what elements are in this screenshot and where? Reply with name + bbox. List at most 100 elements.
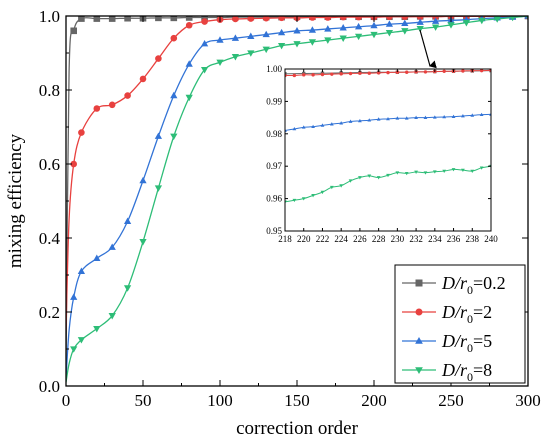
inset-data-point (339, 72, 343, 76)
inset-data-point (339, 121, 344, 125)
inset-data-point (423, 171, 428, 175)
data-point (385, 30, 394, 37)
data-point (247, 16, 255, 22)
data-point (70, 346, 78, 353)
inset-data-point (348, 71, 353, 76)
data-point (216, 36, 224, 43)
inset-x-tick-label: 224 (334, 234, 348, 244)
inset-frame (284, 68, 492, 232)
data-point (139, 75, 147, 83)
data-point (185, 60, 193, 67)
inset-plot-series (285, 69, 491, 204)
inset-x-tick-label: 232 (409, 234, 423, 244)
x-tick-label: 250 (438, 391, 464, 410)
zoom-pointer-arrow (419, 29, 437, 69)
data-point (354, 33, 363, 41)
data-point (324, 16, 332, 21)
inset-data-point (479, 69, 484, 73)
data-point (416, 18, 424, 25)
inset-data-point (367, 118, 372, 122)
inset-x-tick-label: 222 (316, 234, 330, 244)
data-point (447, 22, 455, 29)
y-tick-label: 1.0 (39, 7, 60, 26)
data-point (431, 17, 440, 24)
data-point (170, 16, 178, 22)
data-point (509, 16, 516, 22)
inset-x-tick-label: 230 (391, 234, 405, 244)
data-point (324, 37, 332, 44)
inset-data-point (386, 116, 390, 121)
inset-data-point (358, 118, 362, 123)
inset-x-tick-label: 234 (428, 234, 442, 244)
inset-x-tick-label: 218 (278, 234, 292, 244)
inset-x-tick-label: 240 (484, 234, 498, 244)
data-point (200, 39, 209, 47)
data-point (154, 185, 163, 192)
data-point (401, 19, 409, 27)
y-tick-label: 0.8 (39, 81, 60, 100)
legend-entry-2: D/r0=5 (402, 331, 492, 355)
x-axis-title: correction order (236, 418, 359, 439)
data-point (247, 32, 255, 39)
data-point (185, 94, 193, 102)
inset-data-point (470, 113, 475, 117)
data-point (339, 24, 347, 31)
inset-data-point (414, 170, 418, 174)
inset-y-tick-label: 0.97 (266, 161, 282, 171)
data-point (262, 46, 270, 54)
data-point (416, 16, 424, 21)
inset-series-markers-2 (285, 112, 491, 132)
inset-data-point (320, 190, 325, 195)
inset-data-point (320, 72, 325, 77)
inset-data-point (301, 125, 306, 129)
inset-series-markers-1 (285, 69, 491, 78)
data-point (108, 16, 116, 22)
inset-data-point (311, 194, 315, 198)
legend-entry-3: D/r0=8 (402, 360, 492, 384)
data-point (200, 67, 209, 74)
inset-data-point (367, 174, 372, 178)
inset-data-point (376, 71, 381, 75)
y-tick-label: 0.0 (39, 377, 60, 396)
inset-data-point (432, 115, 437, 119)
inset-y-tick-label: 0.95 (266, 226, 282, 236)
x-tick-label: 0 (62, 391, 71, 410)
legend-swatch-marker (415, 308, 423, 316)
data-point (70, 160, 77, 168)
data-point (78, 16, 85, 22)
inset-y-tick-label: 0.98 (266, 129, 282, 139)
data-point (154, 132, 163, 139)
inset-data-point (432, 170, 437, 174)
data-point (201, 18, 208, 25)
inset-data-point (376, 176, 381, 180)
main-plot-series (66, 16, 528, 383)
data-point (493, 16, 501, 23)
inset-data-point (479, 112, 484, 117)
data-point (170, 133, 178, 141)
inset-data-point (329, 185, 334, 190)
data-point (462, 20, 471, 27)
legend-swatch-marker (415, 336, 423, 344)
inset-data-point (395, 171, 400, 175)
data-point (93, 16, 101, 22)
inset-y-tick-label: 0.96 (266, 194, 282, 204)
data-point (309, 16, 316, 21)
data-point (123, 285, 132, 292)
data-point (401, 28, 409, 35)
data-point (216, 59, 224, 67)
data-point (277, 28, 286, 36)
legend-label: D/r0=8 (441, 360, 492, 384)
inset-data-point (451, 168, 456, 172)
data-point (124, 16, 131, 22)
inset-data-point (311, 73, 315, 77)
legend-label: D/r0=0.2 (441, 273, 506, 297)
data-point (308, 39, 317, 46)
legend-entry-1: D/r0=2 (402, 302, 492, 326)
data-point (231, 54, 240, 61)
inset-data-point (292, 126, 297, 131)
main-axis-ticks: 0 50 100 150 200 250 300 0.0 0.2 0.4 0.6 0.8 1.0 (39, 7, 541, 410)
inset-x-tick-label: 238 (466, 234, 480, 244)
inset-data-point (395, 70, 400, 74)
inset-background (285, 69, 491, 231)
